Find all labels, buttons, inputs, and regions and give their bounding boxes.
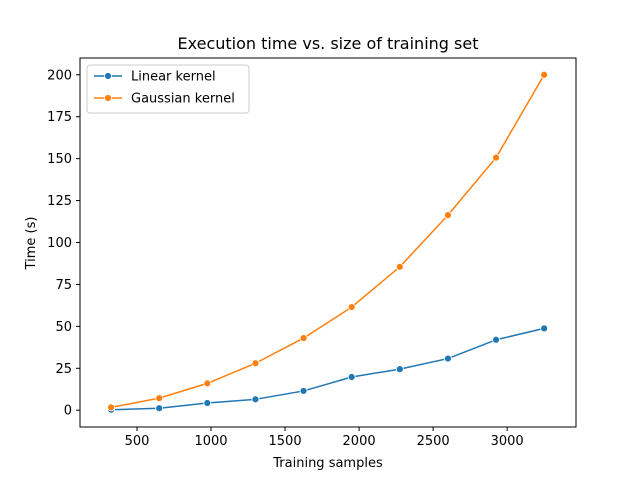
series-layer [107, 70, 549, 414]
data-point-gaussian-kernel [251, 359, 260, 368]
x-tick-label: 2500 [417, 434, 450, 449]
series-line-linear-kernel [111, 327, 545, 411]
x-axis-label: Training samples [272, 456, 383, 471]
data-point-linear-kernel [540, 324, 549, 333]
y-tick-label: 100 [47, 236, 72, 251]
data-point-gaussian-kernel [444, 211, 452, 220]
data-point-linear-kernel [155, 404, 164, 413]
legend-box [86, 64, 250, 114]
x-tick-label: 3000 [491, 434, 524, 449]
data-point-linear-kernel [299, 387, 308, 395]
data-point-gaussian-kernel [299, 334, 308, 343]
y-tick-label: 125 [47, 194, 72, 209]
x-tick-label: 1500 [269, 434, 302, 449]
data-point-gaussian-kernel [492, 153, 500, 162]
plot-frame [79, 57, 577, 428]
x-tick-label: 1000 [194, 434, 227, 449]
y-axis-ticks: 0 25 50 75 100 125 150 175 200 [47, 68, 80, 419]
x-tick-label: 2000 [343, 434, 376, 449]
y-tick-label: 0 [64, 404, 72, 419]
legend: Linear kernel Gaussian kernel [86, 64, 250, 114]
data-point-linear-kernel [251, 395, 260, 404]
data-point-linear-kernel [492, 335, 500, 344]
legend-label-linear: Linear kernel [131, 70, 216, 85]
data-point-linear-kernel [444, 354, 452, 363]
y-tick-label: 50 [55, 320, 72, 335]
data-point-linear-kernel [395, 365, 404, 374]
y-tick-label: 25 [55, 362, 72, 377]
data-point-gaussian-kernel [395, 262, 404, 271]
data-point-gaussian-kernel [347, 303, 356, 311]
y-axis-label: Time (s) [24, 217, 39, 271]
y-tick-label: 150 [47, 152, 72, 167]
y-tick-label: 175 [47, 110, 72, 125]
data-point-gaussian-kernel [107, 403, 115, 412]
data-point-gaussian-kernel [155, 394, 164, 403]
data-point-linear-kernel [347, 373, 356, 381]
x-tick-label: 500 [125, 434, 150, 449]
series-line-gaussian-kernel [110, 74, 545, 409]
legend-marker-gaussian [104, 94, 112, 102]
data-point-gaussian-kernel [203, 379, 212, 388]
data-point-linear-kernel [203, 399, 212, 407]
data-point-gaussian-kernel [540, 70, 549, 79]
y-tick-label: 200 [47, 68, 72, 83]
legend-label-gaussian: Gaussian kernel [131, 92, 235, 107]
y-tick-label: 75 [55, 278, 72, 293]
chart-title: Execution time vs. size of training set [178, 34, 479, 53]
legend-marker-linear [104, 72, 112, 80]
x-axis-ticks: 500 1000 1500 2000 2500 3000 [125, 427, 524, 449]
